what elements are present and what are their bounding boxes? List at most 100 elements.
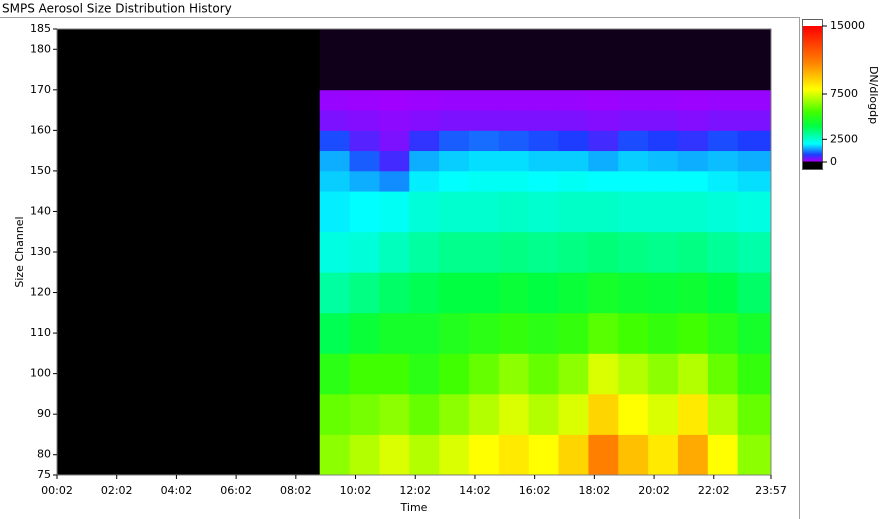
heatmap-cell bbox=[618, 170, 649, 192]
heatmap-cell bbox=[648, 231, 679, 273]
heatmap-cell bbox=[528, 231, 559, 273]
heatmap-cell bbox=[677, 231, 709, 273]
heatmap-cell bbox=[409, 130, 440, 152]
heatmap-cell bbox=[439, 29, 470, 91]
heatmap-cell bbox=[528, 272, 559, 314]
heatmap-cell bbox=[648, 89, 679, 111]
heatmap-cell bbox=[677, 191, 709, 233]
heatmap-cell bbox=[468, 110, 500, 131]
heatmap-cell bbox=[737, 89, 772, 111]
heatmap-cell bbox=[349, 130, 380, 152]
heatmap-cell bbox=[707, 29, 739, 91]
heatmap-cell bbox=[468, 434, 500, 476]
heatmap-cell bbox=[558, 353, 589, 395]
heatmap-cell bbox=[409, 393, 440, 435]
heatmap-cell bbox=[737, 272, 772, 314]
heatmap-cell bbox=[648, 150, 679, 172]
heatmap-cell bbox=[498, 312, 530, 354]
heatmap-cell bbox=[349, 272, 380, 314]
y-tick-label: 110 bbox=[30, 326, 51, 339]
heatmap-cell bbox=[439, 353, 470, 395]
heatmap-cell bbox=[618, 231, 649, 273]
heatmap-cell bbox=[319, 312, 350, 354]
heatmap-cell bbox=[618, 29, 649, 91]
heatmap-cell bbox=[379, 353, 410, 395]
heatmap-cell bbox=[737, 170, 772, 192]
heatmap-cell bbox=[349, 29, 380, 91]
heatmap-cell bbox=[707, 393, 739, 435]
heatmap-cell bbox=[618, 272, 649, 314]
heatmap-cell bbox=[379, 29, 410, 91]
colorbar-underflow bbox=[803, 162, 822, 169]
heatmap-cell bbox=[409, 272, 440, 314]
colorbar bbox=[803, 26, 822, 162]
heatmap-cell bbox=[528, 353, 559, 395]
heatmap-cell bbox=[528, 89, 559, 111]
heatmap-cell bbox=[468, 130, 500, 152]
heatmap-cell bbox=[677, 170, 709, 192]
x-tick-label: 00:02 bbox=[41, 484, 73, 497]
heatmap-cell bbox=[677, 29, 709, 91]
heatmap-cell bbox=[648, 312, 679, 354]
x-tick-label: 10:02 bbox=[340, 484, 372, 497]
heatmap-cell bbox=[588, 312, 619, 354]
heatmap-cell bbox=[439, 110, 470, 131]
heatmap-cell bbox=[319, 89, 350, 111]
heatmap-cell bbox=[528, 150, 559, 172]
heatmap-cell bbox=[319, 170, 350, 192]
heatmap-cell bbox=[379, 434, 410, 476]
heatmap-cell bbox=[677, 272, 709, 314]
heatmap-cell bbox=[648, 272, 679, 314]
heatmap-cell bbox=[498, 191, 530, 233]
heatmap-cell bbox=[439, 191, 470, 233]
heatmap-cell bbox=[737, 191, 772, 233]
heatmap-cell bbox=[737, 150, 772, 172]
heatmap-cell bbox=[558, 130, 589, 152]
colorbar-tick-label: 0 bbox=[830, 155, 837, 168]
heatmap-cell bbox=[349, 393, 380, 435]
heatmap-cell bbox=[618, 393, 649, 435]
heatmap-cell bbox=[737, 393, 772, 435]
heatmap-cell bbox=[379, 89, 410, 111]
heatmap-cell bbox=[558, 191, 589, 233]
heatmap-cell bbox=[319, 434, 350, 476]
heatmap-cell bbox=[409, 170, 440, 192]
heatmap-cell bbox=[379, 130, 410, 152]
heatmap-cell bbox=[349, 353, 380, 395]
heatmap-cell bbox=[379, 150, 410, 172]
chart-title: SMPS Aerosol Size Distribution History bbox=[2, 2, 232, 16]
heatmap-cell bbox=[618, 312, 649, 354]
heatmap-cell bbox=[409, 353, 440, 395]
x-tick-label: 20:02 bbox=[638, 484, 670, 497]
heatmap-cell bbox=[588, 191, 619, 233]
heatmap-cell bbox=[349, 312, 380, 354]
heatmap-cell bbox=[588, 231, 619, 273]
heatmap-cell bbox=[588, 29, 619, 91]
heatmap-cell bbox=[677, 393, 709, 435]
heatmap-cell bbox=[737, 110, 772, 131]
heatmap-cell bbox=[707, 272, 739, 314]
heatmap-cell bbox=[558, 312, 589, 354]
heatmap-cell bbox=[588, 89, 619, 111]
heatmap-cell bbox=[618, 130, 649, 152]
heatmap-cell bbox=[468, 191, 500, 233]
heatmap-cell bbox=[677, 89, 709, 111]
x-tick-label: 18:02 bbox=[579, 484, 611, 497]
colorbar-tick-label: 7500 bbox=[830, 87, 858, 100]
y-tick-label: 100 bbox=[30, 367, 51, 380]
heatmap-cell bbox=[439, 170, 470, 192]
heatmap-cell bbox=[677, 312, 709, 354]
heatmap-cell bbox=[379, 191, 410, 233]
heatmap-cell bbox=[319, 393, 350, 435]
heatmap-cell bbox=[468, 29, 500, 91]
heatmap-cell bbox=[618, 110, 649, 131]
heatmap-cell bbox=[618, 434, 649, 476]
heatmap-cell bbox=[677, 150, 709, 172]
heatmap-cell bbox=[648, 130, 679, 152]
heatmap-cell bbox=[409, 110, 440, 131]
heatmap-cell bbox=[439, 272, 470, 314]
heatmap-cell bbox=[528, 393, 559, 435]
heatmap-cell bbox=[737, 231, 772, 273]
heatmap-cell bbox=[648, 191, 679, 233]
heatmap-cell bbox=[648, 29, 679, 91]
